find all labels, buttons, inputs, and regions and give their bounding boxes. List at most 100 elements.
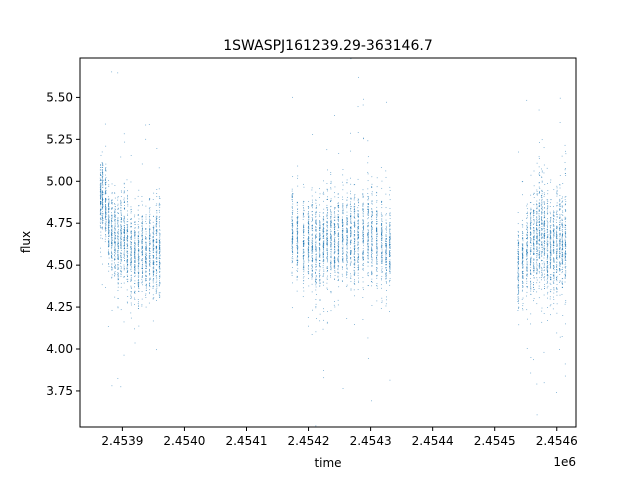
data-point bbox=[120, 210, 122, 212]
data-point bbox=[138, 304, 140, 306]
data-point bbox=[346, 247, 348, 249]
data-point bbox=[389, 263, 391, 265]
data-point bbox=[156, 261, 158, 263]
data-point bbox=[319, 193, 321, 195]
data-point bbox=[341, 241, 343, 243]
data-point bbox=[367, 156, 369, 158]
data-point bbox=[350, 150, 352, 152]
data-point bbox=[357, 207, 359, 209]
data-point bbox=[134, 265, 136, 267]
data-point bbox=[138, 259, 140, 261]
data-point bbox=[124, 187, 125, 189]
data-point bbox=[330, 180, 332, 182]
data-point bbox=[517, 267, 519, 269]
data-point bbox=[297, 208, 299, 210]
data-point bbox=[108, 209, 110, 211]
data-point bbox=[130, 280, 132, 282]
data-point bbox=[108, 219, 110, 221]
data-point bbox=[111, 192, 113, 193]
data-point bbox=[522, 271, 524, 272]
data-point bbox=[296, 239, 298, 241]
data-point bbox=[330, 246, 332, 248]
data-point bbox=[342, 196, 343, 198]
data-point bbox=[105, 201, 106, 203]
data-point bbox=[386, 237, 387, 239]
data-point bbox=[130, 241, 132, 243]
data-point bbox=[159, 254, 161, 256]
data-point bbox=[308, 325, 309, 327]
data-point bbox=[381, 247, 382, 249]
data-point bbox=[322, 247, 324, 249]
data-point bbox=[126, 197, 128, 199]
data-point bbox=[323, 219, 325, 221]
data-point bbox=[159, 276, 161, 277]
data-point bbox=[108, 230, 110, 232]
data-point bbox=[522, 194, 523, 196]
data-point bbox=[350, 257, 352, 258]
data-point bbox=[303, 267, 305, 269]
data-point bbox=[311, 211, 313, 213]
data-point bbox=[376, 240, 378, 241]
data-point bbox=[368, 208, 369, 210]
data-point bbox=[111, 203, 113, 205]
data-point bbox=[371, 233, 373, 235]
data-point bbox=[518, 256, 520, 258]
data-point bbox=[319, 211, 321, 213]
data-point bbox=[102, 207, 104, 209]
data-point bbox=[381, 239, 383, 241]
data-point bbox=[346, 199, 348, 201]
data-point bbox=[376, 260, 378, 262]
data-point bbox=[155, 238, 157, 240]
data-point bbox=[358, 267, 360, 269]
data-point bbox=[130, 252, 132, 254]
data-point bbox=[311, 243, 313, 245]
data-point bbox=[156, 222, 157, 224]
data-point bbox=[141, 239, 143, 241]
data-point bbox=[114, 244, 116, 246]
data-point bbox=[326, 235, 328, 236]
data-point bbox=[130, 261, 132, 263]
data-point bbox=[149, 238, 151, 240]
data-point bbox=[137, 299, 139, 300]
data-point bbox=[386, 282, 387, 284]
data-point bbox=[327, 230, 328, 232]
data-point bbox=[291, 223, 293, 225]
data-point bbox=[354, 226, 355, 227]
data-point bbox=[303, 201, 305, 203]
data-point bbox=[385, 269, 387, 270]
data-point bbox=[357, 248, 359, 249]
data-point bbox=[323, 253, 324, 254]
data-point bbox=[350, 249, 352, 251]
data-point bbox=[322, 245, 324, 247]
data-point bbox=[346, 242, 348, 244]
data-point bbox=[326, 238, 328, 239]
data-point bbox=[303, 256, 304, 258]
data-point bbox=[362, 219, 364, 221]
data-point bbox=[371, 265, 373, 267]
data-point bbox=[319, 264, 320, 266]
data-point bbox=[303, 237, 305, 238]
data-point bbox=[337, 259, 339, 261]
data-point bbox=[114, 209, 116, 211]
data-point bbox=[367, 257, 369, 259]
data-point bbox=[149, 283, 151, 284]
data-point bbox=[353, 235, 355, 237]
data-point bbox=[327, 198, 328, 200]
data-point bbox=[105, 167, 107, 168]
data-point bbox=[522, 267, 524, 268]
data-point bbox=[105, 184, 107, 185]
data-point bbox=[342, 213, 344, 215]
data-point bbox=[362, 237, 364, 239]
data-point bbox=[346, 230, 348, 231]
data-point bbox=[362, 251, 364, 253]
data-point bbox=[114, 251, 115, 253]
data-point bbox=[302, 249, 304, 251]
data-point bbox=[303, 246, 305, 247]
data-point bbox=[357, 289, 359, 291]
data-point bbox=[138, 272, 140, 274]
data-point bbox=[111, 217, 113, 219]
data-point bbox=[346, 230, 348, 232]
data-point bbox=[376, 192, 378, 194]
data-point bbox=[134, 267, 135, 268]
data-point bbox=[291, 238, 293, 240]
